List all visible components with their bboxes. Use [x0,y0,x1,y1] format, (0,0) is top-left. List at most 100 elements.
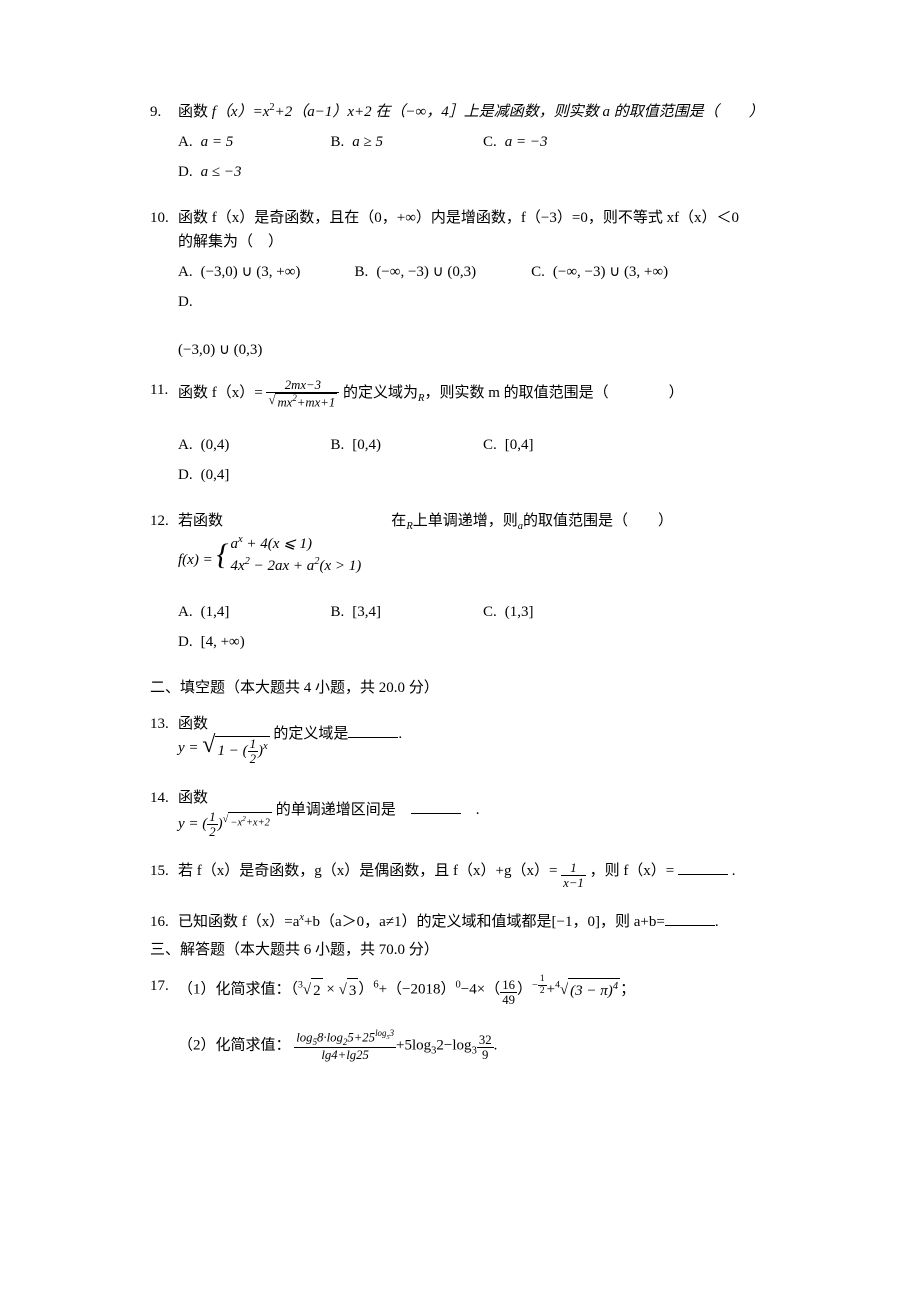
option-b: B.(−∞, −3) ∪ (0,3) [355,260,524,284]
option-b: B.[3,4] [330,600,474,624]
q16-mid: +b（a＞0，a≠1）的定义域和值域都是[−1，0]，则 a+b= [304,914,665,930]
question-number: 11. [150,378,178,493]
option-d: D.(0,4] [178,463,322,487]
opt-label: D. [178,463,193,487]
q12-left: 若函数 f(x) = { ax + 4(x ⩽ 1) 4x2 − 2ax + a… [178,509,361,576]
question-17: 17. （1）化简求值：（3√2 × √3）6+（−2018）0−4×（1649… [150,974,780,1006]
semi: ； [620,982,635,998]
question-body: 函数 f（x）是奇函数，且在（0，+∞）内是增函数，f（−3）=0，则不等式 x… [178,206,780,362]
q9-fx: f（x）=x [212,104,270,120]
p2-label: （2）化简求值： [178,1037,291,1053]
question-body: 若函数 f(x) = { ax + 4(x ⩽ 1) 4x2 − 2ax + a… [178,509,780,660]
opt-label: D. [178,160,193,184]
q14-exp: √−x2+x+2 [223,814,272,825]
question-number: 13. [150,712,178,766]
opt-a-text: (1,4] [201,600,230,624]
plus5log: +5log [396,1037,431,1053]
question-number: 12. [150,509,178,660]
nh-den: 2 [538,986,547,996]
opt-label: C. [483,600,497,624]
question-12: 12. 若函数 f(x) = { ax + 4(x ⩽ 1) 4x2 − 2ax… [150,509,780,660]
q15-pre: 若 f（x）是奇函数，g（x）是偶函数，且 f（x）+g（x）= [178,863,561,879]
neg-half: −12 [532,980,547,991]
q13-pre: 函数 [178,716,208,732]
two: 2−log [436,1037,471,1053]
exp-tail: +x+2 [246,818,270,829]
option-d: D. [178,290,226,314]
question-16: 16. 已知函数 f（x）=ax+b（a＞0，a≠1）的定义域和值域都是[−1，… [150,910,780,934]
option-a: A.(0,4) [178,433,322,457]
option-d: D.[4, +∞) [178,630,322,654]
blank [411,799,461,814]
times: × [323,982,339,998]
sqrt: √ 1 − (12)x [202,736,269,766]
sqrt-body: (3 − π)4 [568,978,620,1003]
inner-pre: 1 − ( [217,743,247,759]
opt-b-text: (−∞, −3) ∪ (0,3) [376,260,476,284]
p1-label: （1）化简求值：（ [178,982,298,998]
c1-tail: + 4(x ⩽ 1) [243,536,312,552]
neg-half-frac: 12 [538,974,547,996]
question-number: 15. [150,859,178,890]
q15-mid: ，则 f（x）= [590,863,678,879]
opt-label: A. [178,260,193,284]
five: 5+25 [347,1030,375,1044]
nh-num: 1 [538,974,547,985]
opt-label: B. [330,433,344,457]
q13-post: 的定义域是 [273,726,348,742]
opt-label: C. [531,260,545,284]
opt-b-text: [3,4] [352,600,381,624]
half-frac: 12 [207,810,217,839]
piecewise: { ax + 4(x ⩽ 1) 4x2 − 2ax + a2(x > 1) [216,533,361,576]
opt-a-text: (0,4) [201,433,230,457]
close-p: ） [358,982,373,998]
frac-num: 2mx−3 [266,378,339,393]
q16-pre: 已知函数 f（x）=a [178,914,299,930]
opt-label: B. [330,130,344,154]
blank [348,723,398,738]
question-body: 函数 f（x）=x2+2（a−1）x+2 在（−∞，4］上是减函数，则实数 a … [178,100,780,190]
q11-fraction: 2mx−3 √ mx2+mx+1 [266,378,339,409]
opt-a-text: a = 5 [201,130,234,154]
exp-inner: −x [230,818,242,829]
q14-post: 的单调递增区间是 [276,802,411,818]
f329: 329 [477,1033,494,1062]
opt-c-text: a = −3 [505,130,548,154]
q17-part1: （1）化简求值：（3√2 × √3）6+（−2018）0−4×（1649）−12… [178,974,780,1006]
q12-post-pre: 在 [391,513,406,529]
question-number: 17. [150,974,178,1006]
sqrt-symbol: √ [268,393,275,409]
sqrt-body: 3 [347,978,359,1003]
options-row: A.(−3,0) ∪ (3, +∞) B.(−∞, −3) ∪ (0,3) C.… [178,260,780,320]
q12-post-mid: 上单调递增，则 [413,513,518,529]
q13-end: . [398,726,402,742]
question-body: 函数 y = √ 1 − (12)x 的定义域是. [178,712,780,766]
q11-post2: ，则实数 m 的取值范围是（ ） [424,385,683,401]
option-c: C.[0,4] [483,433,627,457]
den-tail: +mx+1 [297,395,335,409]
question-14: 14. 函数 y = (12)√−x2+x+2 的单调递增区间是 . [150,786,780,839]
plus2: + [547,982,555,998]
q10-line1: 函数 f（x）是奇函数，且在（0，+∞）内是增函数，f（−3）=0，则不等式 x… [178,210,739,226]
q12-pre: 若函数 [178,513,223,529]
options-row: A.(1,4] B.[3,4] C.(1,3] D.[4, +∞) [178,600,780,660]
q13-yeq: y = [178,740,202,756]
section-2-header: 二、填空题（本大题共 4 小题，共 20.0 分） [150,676,780,700]
opt-label: C. [483,130,497,154]
question-15: 15. 若 f（x）是奇函数，g（x）是偶函数，且 f（x）+g（x）= 1x−… [150,859,780,890]
sqrt-body: 2 [311,978,323,1003]
case-2: 4x2 − 2ax + a2(x > 1) [230,555,361,577]
question-text: 函数 f（x）是奇函数，且在（0，+∞）内是增函数，f（−3）=0，则不等式 x… [178,206,780,254]
opt-c-text: [0,4] [505,433,534,457]
c2-mid: − 2ax + a [250,558,314,574]
sqrt-body: −x2+x+2 [228,812,272,832]
sqrt-symbol: √ [339,978,347,1003]
q12-post-end: 的取值范围是（ ） [523,513,673,529]
option-a: A.(1,4] [178,600,322,624]
root4: √(3 − π)4 [560,978,620,1003]
q12-fx: f(x) = [178,552,216,568]
exp-sqrt: √−x2+x+2 [223,812,272,832]
option-c: C.(1,3] [483,600,627,624]
eight: 8·log [317,1030,343,1044]
el-3: 3 [390,1028,394,1038]
